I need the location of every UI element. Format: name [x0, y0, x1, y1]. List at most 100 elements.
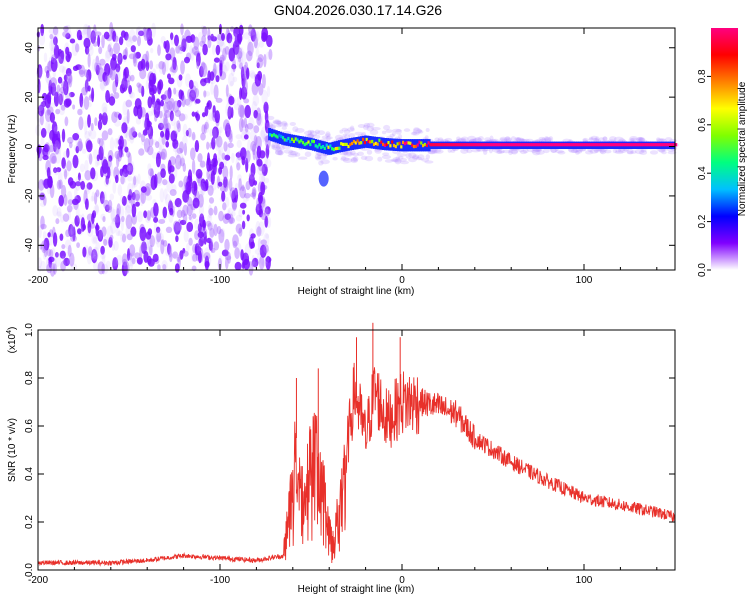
ridge-cell	[502, 143, 505, 147]
ridge-halo	[343, 129, 351, 135]
ridge-halo	[392, 128, 402, 133]
noise-blob	[56, 84, 61, 93]
ridge-cell	[432, 143, 436, 147]
noise-blob	[85, 182, 90, 193]
ridge-cell	[463, 143, 467, 147]
ridge-cell	[380, 140, 383, 144]
noise-blob	[42, 231, 47, 240]
ridge-halo	[346, 151, 353, 156]
noise-blob	[221, 64, 228, 75]
ridge-halo	[623, 148, 630, 152]
noise-blob	[263, 208, 270, 217]
ridge-cell	[649, 143, 652, 147]
noise-blob	[180, 209, 186, 218]
noise-blob	[75, 181, 82, 187]
y-tick-label: 0.4	[24, 467, 35, 481]
noise-blob	[63, 257, 70, 267]
noise-blob	[264, 204, 268, 217]
ridge-cell	[453, 143, 456, 147]
ridge-cell	[671, 143, 674, 147]
ridge-halo	[276, 123, 282, 128]
noise-blob	[54, 252, 62, 267]
noise-blob	[181, 182, 187, 192]
noise-blob	[130, 226, 137, 237]
ridge-halo	[636, 136, 645, 142]
ridge-cell	[331, 147, 334, 151]
ridge-halo	[602, 136, 608, 141]
noise-blob	[178, 44, 183, 51]
noise-blob	[250, 28, 257, 42]
noise-blob	[227, 142, 234, 149]
noise-blob	[224, 196, 230, 208]
noise-blob	[200, 61, 206, 71]
noise-blob	[176, 147, 183, 154]
ridge-halo	[371, 127, 381, 131]
noise-blob	[208, 34, 216, 40]
noise-blob	[149, 235, 155, 248]
noise-blob	[103, 238, 108, 246]
noise-blob	[204, 261, 210, 268]
noise-blob	[244, 243, 251, 257]
noise-blob	[124, 146, 129, 153]
noise-blob	[40, 260, 46, 272]
noise-blob	[152, 101, 158, 110]
noise-blob	[243, 134, 249, 140]
noise-blob	[85, 28, 93, 40]
noise-blob	[186, 203, 193, 216]
noise-blob	[172, 184, 177, 192]
noise-blob	[88, 130, 92, 137]
noise-blob	[136, 257, 143, 265]
noise-blob	[86, 251, 92, 265]
ridge-cell	[460, 143, 463, 147]
noise-blob	[95, 64, 100, 76]
noise-blob	[118, 135, 124, 150]
noise-blob	[140, 241, 147, 255]
noise-blob	[59, 91, 64, 104]
ridge-cell	[554, 143, 558, 147]
ridge-band	[338, 140, 341, 153]
noise-blob	[57, 76, 63, 84]
ridge-halo	[418, 130, 424, 134]
noise-blob	[263, 244, 269, 254]
noise-blob	[147, 96, 153, 109]
ridge-cell	[578, 143, 581, 147]
ridge-cell	[662, 143, 665, 147]
noise-blob	[257, 192, 263, 205]
noise-blob	[209, 228, 213, 243]
noise-blob	[218, 210, 224, 222]
noise-blob	[196, 61, 200, 70]
ridge-halo	[340, 155, 347, 161]
noise-blob	[192, 253, 198, 262]
noise-blob	[253, 109, 258, 119]
noise-blob	[108, 42, 113, 49]
ridge-halo	[290, 151, 298, 156]
noise-blob	[58, 93, 63, 106]
ridge-cell	[469, 143, 472, 147]
noise-blob	[150, 47, 154, 54]
noise-blob	[214, 64, 218, 75]
noise-blob	[97, 137, 101, 145]
ridge-band	[390, 138, 394, 151]
noise-blob	[45, 119, 51, 134]
noise-blob	[170, 38, 175, 45]
ridge-halo	[363, 122, 371, 128]
ridge-cell	[562, 143, 565, 147]
noise-blob	[219, 126, 223, 134]
ridge-cell	[669, 143, 672, 147]
noise-blob	[203, 231, 207, 245]
ridge-cell	[476, 143, 479, 147]
ridge-halo	[478, 136, 484, 142]
ridge-cell	[349, 142, 352, 147]
ridge-halo	[596, 148, 603, 152]
noise-blob	[206, 157, 212, 172]
noise-blob	[244, 123, 249, 133]
noise-blob	[263, 101, 269, 114]
noise-blob	[253, 42, 260, 50]
ridge-halo	[340, 157, 350, 162]
ridge-cell	[356, 139, 359, 143]
ridge-cell	[445, 143, 448, 147]
noise-blob	[127, 165, 132, 172]
snr-y-scale-exponent: 4	[6, 330, 13, 334]
ridge-cell	[485, 143, 488, 147]
ridge-cell	[298, 140, 301, 144]
